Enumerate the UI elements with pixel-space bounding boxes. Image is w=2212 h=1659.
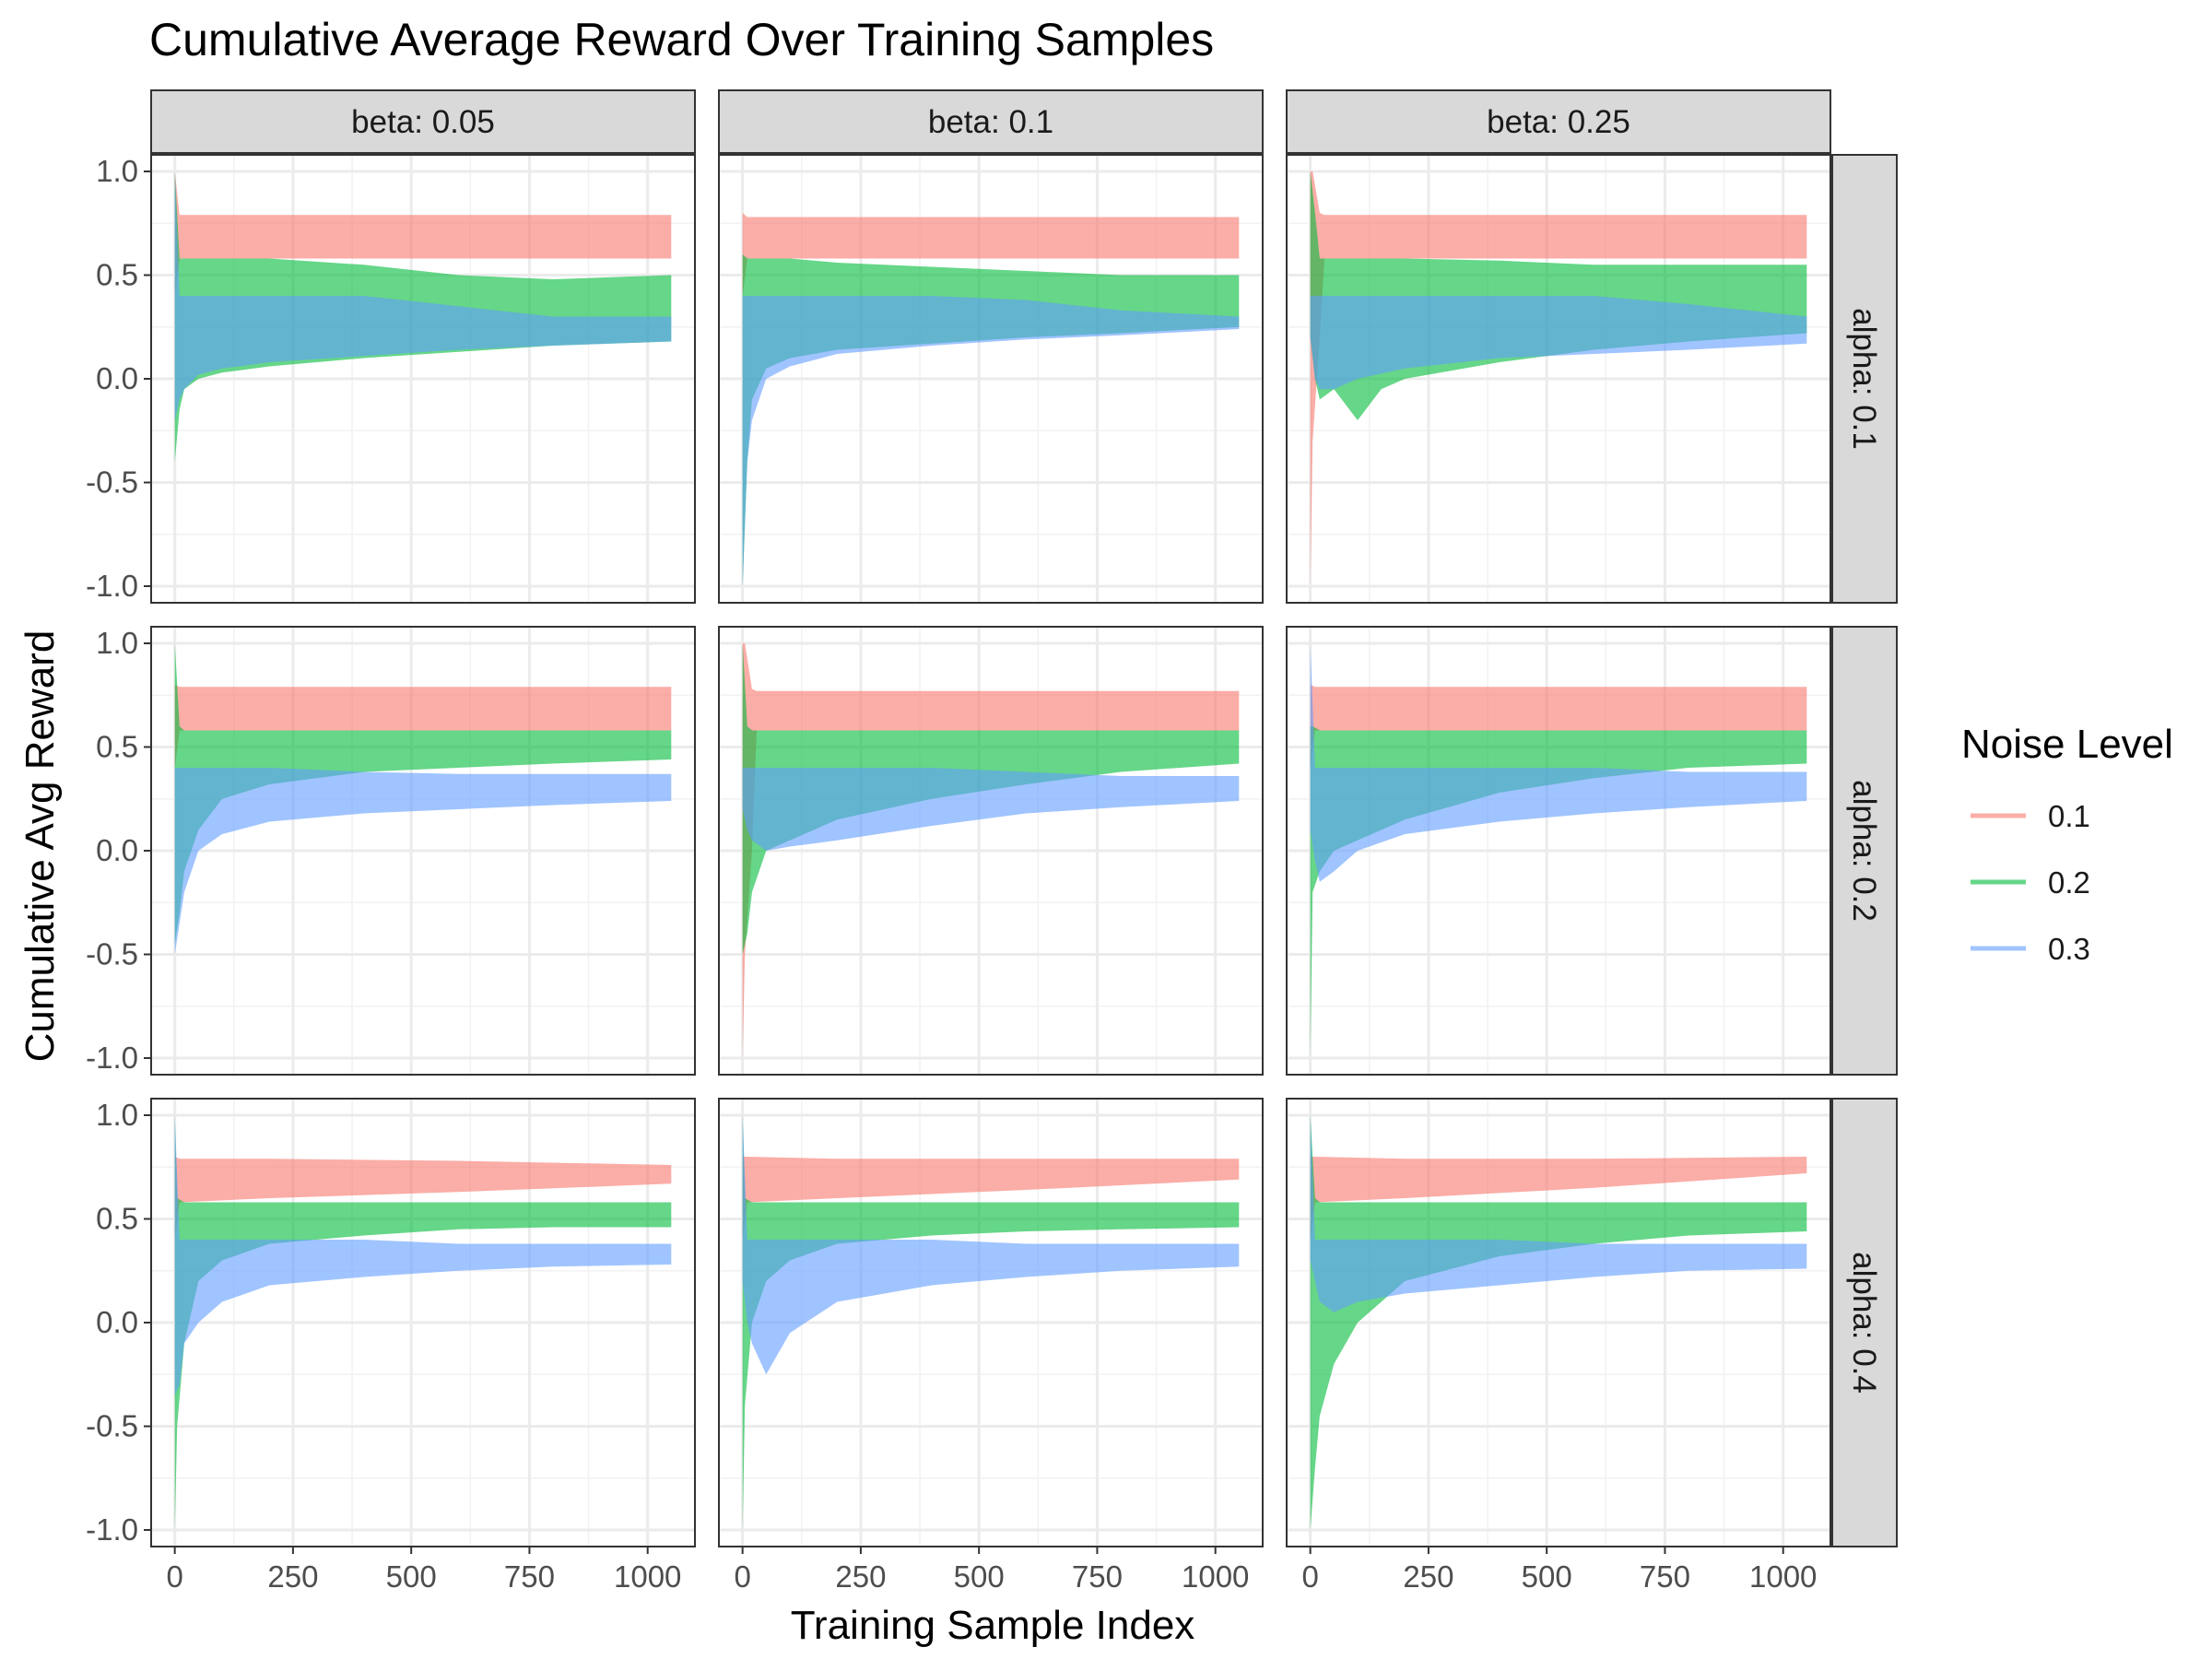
row-strip	[1831, 154, 1898, 604]
area-band-noise-0-2	[1310, 1115, 1807, 1530]
x-tick-label: 1000	[1182, 1559, 1249, 1594]
x-tick-label: 0	[734, 1559, 750, 1594]
legend-title: Noise Level	[1961, 722, 2173, 767]
area-band-noise-0-1	[1310, 171, 1807, 586]
area-band-noise-0-3	[742, 296, 1240, 586]
row-strip-label: alpha: 0.1	[1846, 308, 1882, 450]
y-tick-label: 1.0	[96, 626, 138, 660]
x-tick-label: 250	[835, 1559, 886, 1594]
panel-border	[718, 154, 1264, 604]
y-tick-label: -0.5	[86, 465, 138, 500]
x-tick-label: 500	[1522, 1559, 1572, 1594]
facet-panel: -1.0 -0.5 0.0 0.5 1.0	[86, 626, 696, 1076]
x-tick-label: 250	[1403, 1559, 1453, 1594]
facet-panel	[1286, 626, 1831, 1076]
area-band-noise-0-2	[742, 1115, 1240, 1530]
y-tick-label: -1.0	[86, 569, 138, 603]
x-tick-label: 750	[1072, 1559, 1123, 1594]
area-band-noise-0-3	[1310, 643, 1807, 882]
legend-label: 0.3	[2048, 932, 2090, 966]
col-strip-label: beta: 0.05	[351, 104, 495, 140]
x-tick-label: 0	[1301, 1559, 1318, 1594]
x-tick-label: 500	[386, 1559, 437, 1594]
y-tick-label: 1.0	[96, 154, 138, 188]
row-strip	[1831, 626, 1898, 1076]
col-strip	[718, 89, 1264, 154]
x-tick-label: 1000	[1749, 1559, 1817, 1594]
x-tick-label: 0	[166, 1559, 182, 1594]
area-band-noise-0-3	[1310, 1115, 1807, 1312]
y-tick-label: 0.0	[96, 361, 138, 395]
panel-border	[718, 1098, 1264, 1547]
area-band-noise-0-3	[174, 1115, 672, 1395]
area-band-noise-0-3	[174, 768, 672, 955]
row-strip	[1831, 1098, 1898, 1547]
facet-panel	[718, 626, 1264, 1076]
y-tick-label: 0.5	[96, 730, 138, 764]
area-band-noise-0-3	[742, 1115, 1240, 1375]
y-tick-label: -1.0	[86, 1041, 138, 1075]
x-tick-label: 250	[267, 1559, 318, 1594]
area-band-noise-0-1	[742, 1157, 1240, 1240]
panel-border	[1286, 1098, 1831, 1547]
y-tick-label: 1.0	[96, 1098, 138, 1132]
chart-title: Cumulative Average Reward Over Training …	[149, 14, 1214, 65]
x-tick-label: 750	[1640, 1559, 1690, 1594]
panel-border	[718, 626, 1264, 1076]
facet-panel	[1286, 154, 1831, 604]
area-band-noise-0-1	[174, 1157, 672, 1240]
area-band-noise-0-3	[174, 171, 672, 420]
facet-panel: 0 250 500 750 1000	[718, 1098, 1264, 1594]
row-strip-label: alpha: 0.2	[1846, 780, 1882, 922]
x-axis-title: Training Sample Index	[791, 1603, 1195, 1648]
legend: Noise Level 0.1 0.2 0.3	[1961, 722, 2173, 966]
area-band-noise-0-3	[1310, 296, 1807, 390]
y-tick-label: 0.0	[96, 1305, 138, 1339]
y-tick-label: 0.5	[96, 258, 138, 292]
col-strip-label: beta: 0.1	[928, 104, 1053, 140]
area-band-noise-0-1	[174, 171, 672, 296]
panel-border	[1286, 154, 1831, 604]
facet-panel: -1.0 -0.5 0.0 0.5 1.0	[86, 154, 696, 604]
panel-grid: beta: 0.05 beta: 0.1 beta: 0.25 alpha: 0.1 a…	[86, 89, 1898, 1594]
area-band-noise-0-1	[1310, 1157, 1807, 1240]
y-tick-label: 0.0	[96, 833, 138, 867]
area-band-noise-0-2	[174, 1115, 672, 1530]
col-strip	[1286, 89, 1831, 154]
x-tick-label: 500	[954, 1559, 1005, 1594]
col-strip-label: beta: 0.25	[1487, 104, 1630, 140]
area-band-noise-0-1	[174, 685, 672, 768]
x-tick-label: 1000	[614, 1559, 681, 1594]
facet-panel	[718, 154, 1264, 604]
area-band-noise-0-1	[742, 213, 1240, 296]
area-band-noise-0-3	[742, 768, 1240, 851]
col-strip	[150, 89, 696, 154]
y-tick-label: -0.5	[86, 937, 138, 971]
y-tick-label: 0.5	[96, 1202, 138, 1236]
area-band-noise-0-1	[1310, 685, 1807, 768]
legend-label: 0.1	[2048, 799, 2090, 833]
y-tick-label: -1.0	[86, 1512, 138, 1547]
area-band-noise-0-1	[742, 643, 1240, 1058]
y-tick-label: -0.5	[86, 1409, 138, 1443]
legend-label: 0.2	[2048, 865, 2090, 900]
y-axis-title: Cumulative Avg Reward	[18, 630, 63, 1063]
facet-panel: -1.0 -0.5 0.0 0.5 1.0 0 250 500 750 1000	[86, 1098, 696, 1594]
panel-border	[1286, 626, 1831, 1076]
x-tick-label: 750	[504, 1559, 555, 1594]
facet-panel: 0 250 500 750 1000	[1286, 1098, 1831, 1594]
row-strip-label: alpha: 0.4	[1846, 1252, 1882, 1394]
